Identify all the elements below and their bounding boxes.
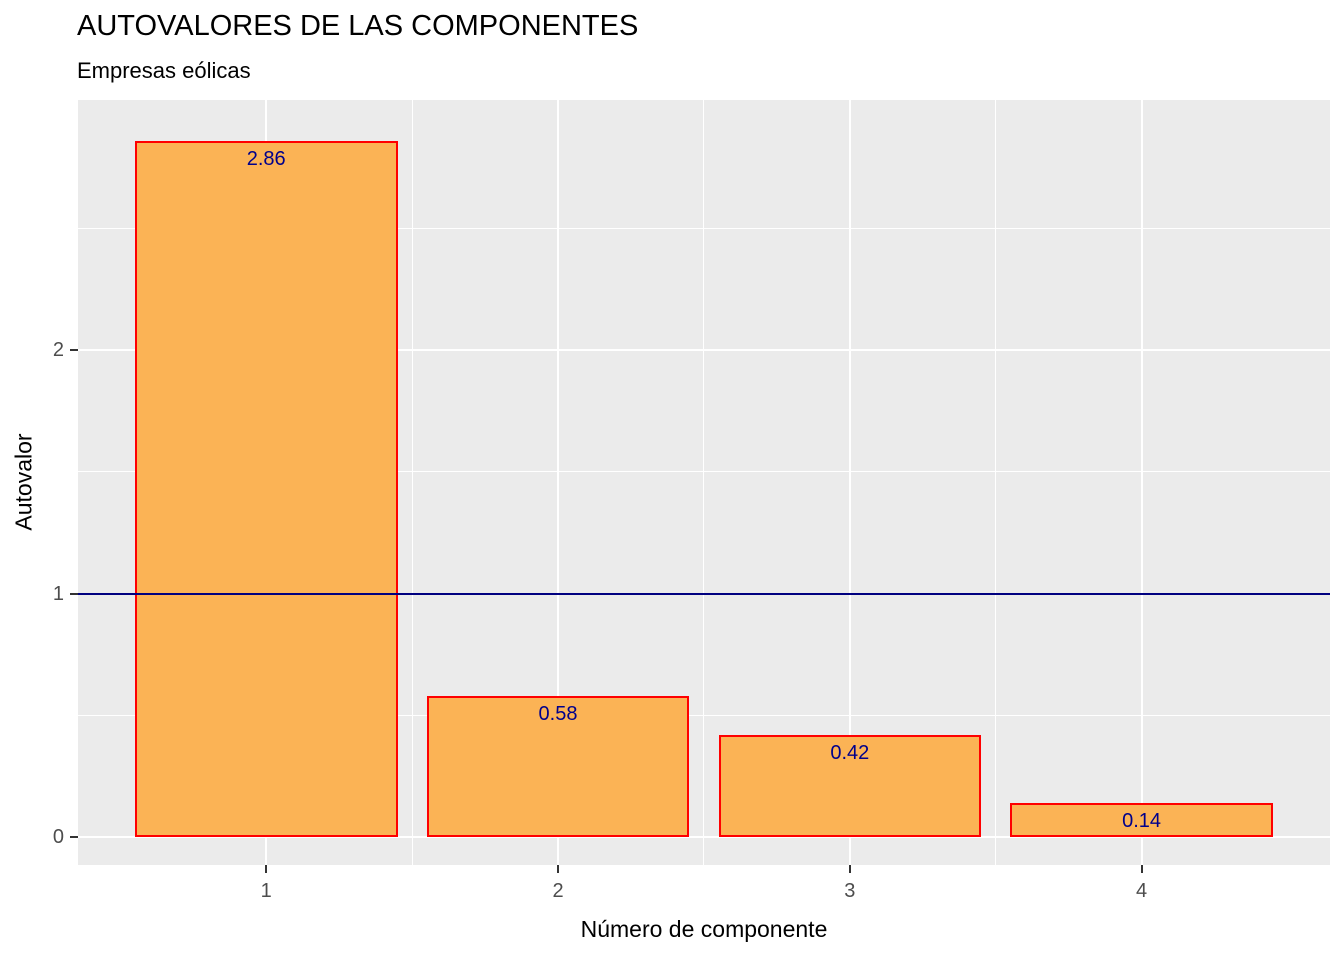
gridline-minor-v — [703, 100, 705, 865]
gridline-major-v — [557, 100, 559, 865]
bar-component-3 — [718, 734, 982, 837]
chart-title: AUTOVALORES DE LAS COMPONENTES — [77, 10, 639, 42]
x-tick-label: 1 — [260, 880, 272, 902]
bar-value-label: 2.86 — [246, 147, 286, 170]
x-tick-label: 3 — [844, 880, 856, 902]
y-tick-label: 0 — [52, 826, 64, 848]
gridline-minor-v — [995, 100, 997, 865]
bar-value-label: 0.14 — [1122, 809, 1162, 832]
x-axis-tick — [557, 865, 559, 873]
x-axis-tick — [265, 865, 268, 873]
bar-value-label: 0.42 — [830, 741, 870, 764]
x-axis-tick — [1140, 865, 1143, 873]
x-axis-tick — [848, 865, 851, 873]
gridline-major-v — [848, 100, 851, 865]
chart-subtitle: Empresas eólicas — [77, 58, 251, 83]
x-tick-label: 2 — [552, 880, 564, 902]
x-axis-title: Número de componente — [580, 916, 828, 942]
x-tick-label: 4 — [1136, 880, 1148, 902]
gridline-major-v — [1140, 100, 1143, 865]
reference-line — [78, 592, 1330, 595]
plot-panel: 2.86 0.58 0.42 0.14 — [78, 100, 1330, 865]
y-tick-label: 2 — [52, 339, 64, 361]
y-axis-tick — [70, 592, 78, 595]
y-axis-tick — [70, 349, 78, 351]
y-axis-title: Autovalor — [10, 433, 37, 531]
bar-value-label: 0.58 — [538, 702, 578, 725]
gridline-major-h — [78, 836, 1330, 838]
y-axis-tick — [70, 836, 78, 838]
bar-component-4 — [1010, 802, 1273, 837]
y-tick-label: 1 — [52, 582, 64, 605]
bar-component-1 — [134, 140, 398, 837]
gridline-minor-v — [411, 100, 413, 865]
gridline-major-h — [78, 349, 1330, 351]
bar-component-2 — [426, 695, 690, 837]
